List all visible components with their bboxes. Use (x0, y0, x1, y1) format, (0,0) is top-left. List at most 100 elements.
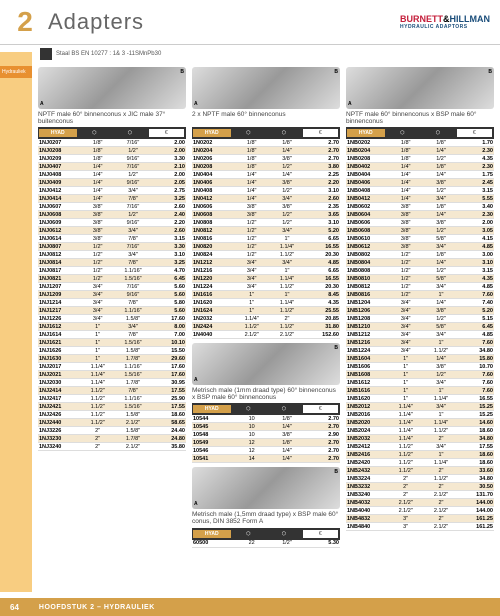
table-row: 1NJ02071/8"7/16"2.00 (38, 139, 186, 147)
table-row: 1NB40402.1/2"2.1/2"144.00 (346, 507, 494, 515)
table-row: 1NJ16261"1.5/8"15.50 (38, 347, 186, 355)
table-row: 1N12163/4"1"6.65 (192, 267, 340, 275)
product-image (38, 67, 186, 109)
page-title: Adapters (48, 9, 144, 35)
table-row: 10541141/4"2.70 (192, 455, 340, 463)
sidebar-tab (0, 53, 32, 65)
table-row: 1N08121/2"3/4"5.20 (192, 227, 340, 235)
table-row: 10545101/4"2.70 (192, 423, 340, 431)
page-number: 64 (10, 603, 19, 612)
table-row: 1NJ08211/2"1.5/16"6.45 (38, 275, 186, 283)
section-title: NPTF male 60° binnenconus x JIC male 37°… (38, 111, 186, 125)
table-row: 1NJ02081/8"1/2"2.00 (38, 147, 186, 155)
table-row: 1NJ24211.1/2"1.5/16"17.55 (38, 403, 186, 411)
table-row: 1N02061/8"3/8"2.70 (192, 155, 340, 163)
table-row: 1N12203/4"1.1/4"16.55 (192, 275, 340, 283)
table-row: 1NJ32402"2.1/2"35.80 (38, 443, 186, 451)
table-row: 1NJ08071/2"7/16"3.30 (38, 243, 186, 251)
table-row: 10549121/8"2.70 (192, 439, 340, 447)
table-row: 60500221/2"5.30 (192, 540, 340, 548)
table-row: 1NB08041/2"1/4"3.10 (346, 259, 494, 267)
table-row: 1NB24321.1/2"2"33.60 (346, 467, 494, 475)
table-row: 1NB24161.1/2"1"18.60 (346, 451, 494, 459)
table-row: 1NJ04121/4"3/4"2.75 (38, 187, 186, 195)
section-title: Metrisch male (1mm draad type) 60° binne… (192, 387, 340, 401)
table-row: 1N12123/4"3/4"4.85 (192, 259, 340, 267)
product-image (346, 67, 494, 109)
table-row: 1NB16201"1.1/4"16.55 (346, 395, 494, 403)
column-3: NPTF male 60° binnenconus x BSP male 60°… (346, 67, 494, 548)
table-row: 1NB24201.1/2"1.1/4"18.60 (346, 459, 494, 467)
table-row: 1NJ24401.1/2"2.1/2"58.65 (38, 419, 186, 427)
table-row: 1NB16121"3/4"7.60 (346, 379, 494, 387)
table-row: 1N02081/8"1/2"3.80 (192, 163, 340, 171)
table-row: 1NJ06083/8"1/2"2.40 (38, 211, 186, 219)
table-row: 1NJ32262"1.5/8"24.40 (38, 427, 186, 435)
table-row: 1NB02081/8"1/2"4.35 (346, 155, 494, 163)
table-row: 1NJ08121/2"3/4"3.10 (38, 251, 186, 259)
content-area: NPTF male 60° binnenconus x JIC male 37°… (32, 63, 500, 552)
table-row: 1N24241.1/2"1.1/2"31.80 (192, 323, 340, 331)
table-row: 1NJ16141"7/8"7.00 (38, 331, 186, 339)
table-row: 1NJ08141/2"7/8"3.25 (38, 259, 186, 267)
table-row: 1N04041/4"1/4"2.25 (192, 171, 340, 179)
table-row: 1NJ24261.1/2"1.5/8"18.60 (38, 411, 186, 419)
table-row: 1NB20201.1/4"1.1/4"14.60 (346, 419, 494, 427)
table-row: 1NB06083/8"1/2"3.05 (346, 227, 494, 235)
table-row: 1NJ12173/4"1.1/16"5.60 (38, 307, 186, 315)
table-row: 1NJ02091/8"9/16"3.30 (38, 155, 186, 163)
table-row: 1N16201"1.1/4"4.35 (192, 299, 340, 307)
table-row: 1NB08101/2"5/8"4.35 (346, 275, 494, 283)
table-row: 1NB06063/8"3/8"2.00 (346, 219, 494, 227)
sidebar-tab (0, 131, 32, 143)
column-2: 2 x NPTF male 60° binnenconusHYAD⬡⬡€1N02… (192, 67, 340, 548)
table-row: 1NB12043/4"1/4"7.40 (346, 299, 494, 307)
table-row: 1NB12123/4"3/4"4.85 (346, 331, 494, 339)
table-row: 1NB20121.1/4"3/4"15.25 (346, 403, 494, 411)
table-row: 1NB12083/4"1/2"5.15 (346, 315, 494, 323)
table-row: 1NJ12093/4"9/16"5.60 (38, 291, 186, 299)
table-row: 1N04061/4"3/8"2.20 (192, 179, 340, 187)
table-row: 1NJ04081/4"1/2"2.00 (38, 171, 186, 179)
table-row: 1NJ24171.1/2"1.1/16"25.90 (38, 395, 186, 403)
table-row: 1NB08121/2"3/4"4.85 (346, 283, 494, 291)
table-row: 1NJ32302"1.7/8"24.80 (38, 435, 186, 443)
material-spec: Staal BS EN 10277 : 1& 3 -11SMnPb30 (56, 51, 161, 57)
product-image (192, 343, 340, 385)
table-row: 1N08201/2"1.1/4"16.55 (192, 243, 340, 251)
table-row: 1NB12163/4"1"7.60 (346, 339, 494, 347)
sidebar-tab-active: Hydrauliek (0, 66, 32, 78)
table-row: 10548103/8"2.90 (192, 431, 340, 439)
table-row: 1NB06123/8"3/4"4.85 (346, 243, 494, 251)
table-row: 1NB04021/4"1/8"2.30 (346, 163, 494, 171)
product-image (192, 467, 340, 509)
table-row: 1NB12063/4"3/8"5.20 (346, 307, 494, 315)
table-row: 1NB16081"1/2"7.60 (346, 371, 494, 379)
table-row: 1N02041/8"1/4"2.70 (192, 147, 340, 155)
table-row: 1NJ20211.1/4"1.5/16"17.60 (38, 371, 186, 379)
table-row: 1NJ06123/8"3/4"2.60 (38, 227, 186, 235)
table-row: 1NJ12073/4"7/16"5.60 (38, 283, 186, 291)
table-row: 1N06083/8"1/2"3.65 (192, 211, 340, 219)
table-row: 1NB48323"2"161.25 (346, 515, 494, 523)
sidebar-tab (0, 92, 32, 104)
table-row: 1N16161"1"8.45 (192, 291, 340, 299)
section-title: 2 x NPTF male 60° binnenconus (192, 111, 340, 125)
material-icon (40, 48, 52, 60)
table-row: 1NB08021/2"1/8"3.00 (346, 251, 494, 259)
table-row: 1NB02041/8"1/4"2.30 (346, 147, 494, 155)
table-row: 1NB40322.1/2"2"144.00 (346, 499, 494, 507)
table-row: 1NJ04141/4"7/8"3.25 (38, 195, 186, 203)
table-row: 1NB08081/2"1/2"3.15 (346, 267, 494, 275)
table-row: 1NJ16301"1.7/8"29.60 (38, 355, 186, 363)
table-header: HYAD⬡⬡€ (192, 127, 340, 139)
table-row: 1NB32402"2.1/2"131.70 (346, 491, 494, 499)
product-image (192, 67, 340, 109)
table-header: HYAD⬡⬡€ (346, 127, 494, 139)
section-title: Metrisch male (1,5mm draad type) x BSP m… (192, 511, 340, 525)
table-row: 1N02021/8"1/8"2.70 (192, 139, 340, 147)
table-row: 1N06063/8"3/8"2.35 (192, 203, 340, 211)
table-row: 1N04081/4"1/2"3.10 (192, 187, 340, 195)
table-row: 1N12243/4"1.1/2"20.30 (192, 283, 340, 291)
page-footer: 64 HOOFDSTUK 2 – HYDRAULIEK (0, 598, 500, 616)
